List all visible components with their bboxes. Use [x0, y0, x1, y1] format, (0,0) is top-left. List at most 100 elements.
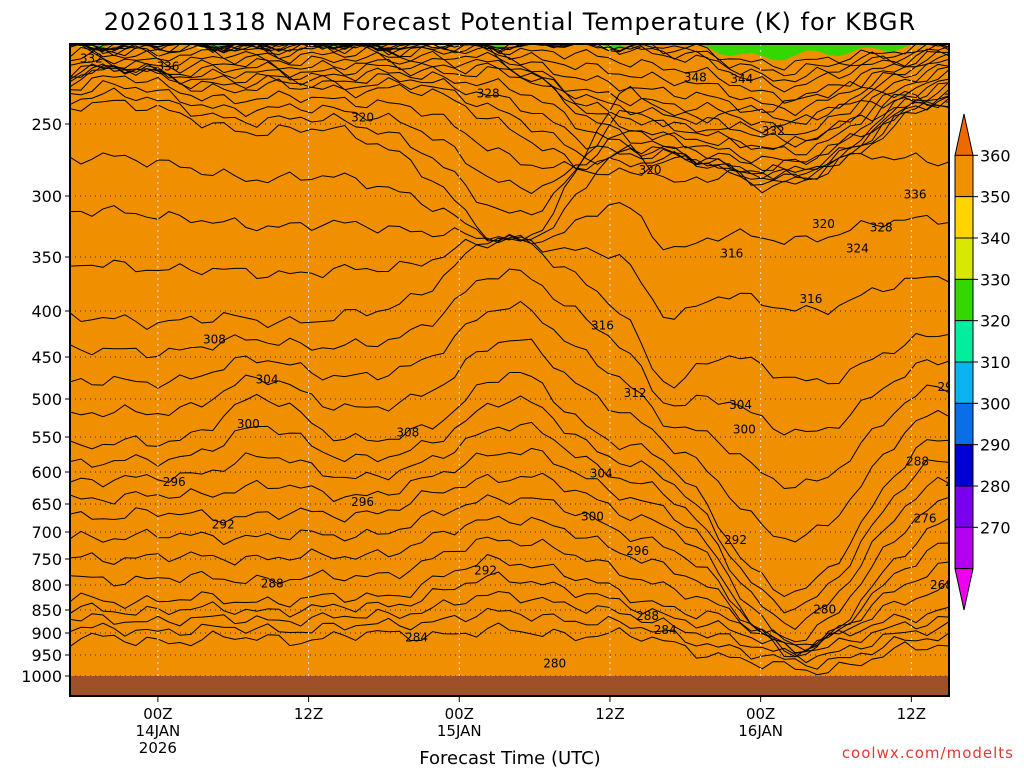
colorbar-swatch — [954, 568, 974, 611]
contour-label: 300 — [581, 509, 604, 523]
contour-label: 288 — [636, 609, 659, 623]
plot-frame — [69, 43, 950, 697]
colorbar: 360 350 340 330 320 310 300 290 280 270 — [954, 113, 1011, 611]
contour-label: 348 — [684, 71, 707, 85]
colorbar-swatch — [954, 444, 974, 487]
isentrope-line — [70, 590, 949, 664]
y-tick-label: 450 — [31, 348, 62, 367]
contour-label: 316 — [591, 319, 614, 333]
contour-label: 304 — [256, 373, 279, 387]
contour-label: 320 — [639, 163, 662, 177]
colorbar-swatch — [954, 526, 974, 570]
y-tick-label: 650 — [31, 495, 62, 514]
x-tick-label: 14JAN — [136, 722, 181, 740]
colorbar-label: 350 — [980, 188, 1011, 207]
contour-label: 280 — [543, 656, 566, 670]
colorbar-label: 280 — [980, 477, 1011, 496]
y-tick-label: 550 — [31, 428, 62, 447]
isentrope-line — [70, 80, 949, 195]
colorbar-swatch — [954, 154, 974, 198]
contour-label: 300 — [733, 422, 756, 436]
isentrope-lines — [70, 44, 949, 676]
contour-label: 304 — [590, 466, 613, 480]
isentrope-line — [70, 51, 949, 156]
contour-label: 288 — [906, 455, 929, 469]
contour-label: 332 — [762, 124, 785, 138]
contour-label: 308 — [203, 333, 226, 347]
colorbar-label: 330 — [980, 270, 1011, 289]
isentrope-line — [70, 553, 949, 646]
colorbar-swatch — [954, 278, 974, 322]
isentrope-line — [70, 44, 949, 104]
y-tick-label: 250 — [31, 115, 62, 134]
contour-label: 304 — [729, 398, 752, 412]
y-tick-label: 750 — [31, 550, 62, 569]
contour-label: 284 — [945, 475, 968, 489]
x-tick-label: 12Z — [294, 705, 323, 723]
isentrope-line — [70, 236, 949, 320]
grid-lines — [70, 44, 949, 696]
contour-label: 316 — [799, 292, 822, 306]
colorbar-label: 320 — [980, 312, 1011, 331]
colorbar-label: 270 — [980, 518, 1011, 537]
x-tick-label: 2026 — [139, 739, 177, 757]
colorbar-swatch — [954, 361, 974, 404]
ground-terrain — [70, 676, 949, 696]
isentrope-line — [70, 44, 949, 71]
contour-label: 280 — [813, 603, 836, 617]
y-tick-label: 350 — [31, 248, 62, 267]
contour-label: 300 — [237, 417, 260, 431]
contour-label: 332 — [80, 51, 103, 65]
isentrope-line — [70, 65, 949, 194]
isentrope-line — [70, 46, 949, 148]
chart-title: 2026011318 NAM Forecast Potential Temper… — [104, 8, 916, 36]
colorbar-label: 310 — [980, 353, 1011, 372]
credit-text: coolwx.com/modelts — [842, 744, 1014, 762]
isentrope-line — [70, 233, 949, 389]
isentrope-line — [70, 268, 949, 436]
isentrope-line — [70, 421, 949, 631]
isentrope-line — [70, 338, 949, 543]
contour-label: 276 — [914, 512, 937, 526]
contour-label: 324 — [846, 242, 869, 256]
contour-label: 296 — [351, 495, 374, 509]
isentrope-line — [70, 144, 949, 242]
x-tick-label: 00Z — [445, 705, 474, 723]
y-tick-label: 700 — [31, 523, 62, 542]
colorbar-swatch — [954, 237, 974, 280]
colorbar-label: 340 — [980, 229, 1011, 248]
colorbar-label: 300 — [980, 394, 1011, 413]
isentrope-line — [70, 607, 949, 670]
x-tick-label: 16JAN — [738, 722, 783, 740]
contour-label: 292 — [474, 563, 497, 577]
x-tick-label: 00Z — [143, 705, 172, 723]
theta-band — [70, 44, 949, 696]
isentrope-line — [70, 300, 949, 490]
contour-label: 292 — [212, 518, 235, 532]
isentrope-line — [70, 44, 949, 117]
isentrope-line — [70, 87, 949, 216]
y-tick-label: 900 — [31, 624, 62, 643]
colorbar-swatch — [954, 402, 974, 446]
isentrope-line — [70, 494, 949, 658]
y-tick-label: 850 — [31, 601, 62, 620]
y-tick-label: 400 — [31, 302, 62, 321]
contour-label: 312 — [624, 386, 647, 400]
colorbar-label: 290 — [980, 436, 1011, 455]
colorbar-swatch — [954, 113, 974, 156]
contour-label: 344 — [730, 72, 753, 86]
isentrope-line — [70, 622, 949, 676]
contour-label: 316 — [720, 246, 743, 260]
x-tick-label: 12Z — [897, 705, 926, 723]
contour-label: 320 — [351, 111, 374, 125]
x-axis-title: Forecast Time (UTC) — [419, 748, 600, 768]
y-tick-label: 1000 — [21, 667, 62, 686]
isentrope-line — [70, 201, 949, 251]
contour-label: 328 — [870, 221, 893, 235]
y-tick-label: 600 — [31, 463, 62, 482]
y-axis: 250 300 350 400 450 500 550 600 650 700 750 800 850 9… — [21, 115, 70, 686]
theta-bands — [70, 44, 949, 696]
